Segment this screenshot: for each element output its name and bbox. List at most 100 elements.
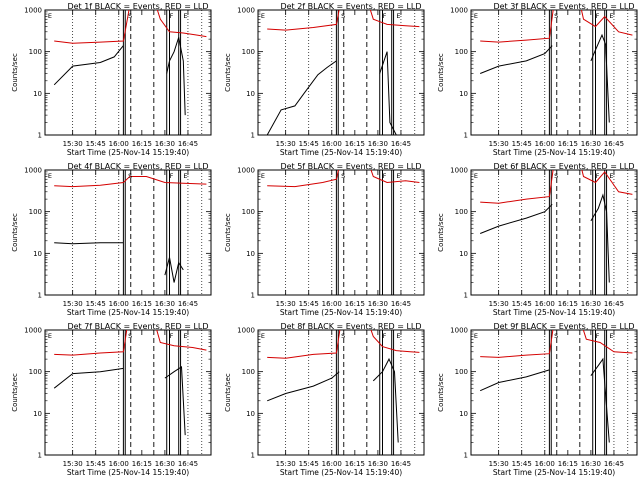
event-marker-label: S [341, 12, 345, 20]
plot-area [479, 330, 633, 455]
y-tick-label: 1000 [237, 167, 255, 175]
event-marker-label: E [183, 172, 187, 180]
event-marker-label: E [261, 172, 265, 180]
x-tick-label: 16:15 [132, 140, 152, 148]
series-line-events [266, 60, 337, 135]
x-tick-label: 16:30 [155, 300, 175, 308]
event-marker-label: E [48, 12, 52, 20]
x-tick-label: 15:45 [512, 300, 532, 308]
x-tick-label: 15:45 [86, 300, 106, 308]
series-line-events [372, 357, 399, 443]
x-tick-label: 15:30 [276, 140, 296, 148]
event-marker-label: E [261, 332, 265, 340]
y-tick-label: 1 [251, 452, 255, 460]
x-tick-label: 15:30 [489, 140, 509, 148]
y-tick-label: 1000 [450, 7, 468, 15]
x-tick-label: 15:45 [512, 460, 532, 468]
y-tick-label: 100 [242, 48, 255, 56]
chart-title: Det 9f BLACK = Events, RED = LLD [493, 322, 634, 331]
event-marker-label: F [170, 172, 174, 180]
chart-panel-4: Det 4f BLACK = Events, RED = LLD 1 10 100 10… [11, 162, 212, 317]
event-marker-label: E [183, 12, 187, 20]
plot-frame [44, 329, 212, 456]
x-axis-label: Start Time (25-Nov-14 15:19:40) [280, 468, 402, 477]
series-line-events [379, 51, 397, 135]
event-marker-label: S [128, 172, 132, 180]
chart-title: Det 3f BLACK = Events, RED = LLD [493, 2, 634, 11]
x-tick-label: 16:45 [391, 460, 411, 468]
chart-panel-6: Det 6f BLACK = Events, RED = LLD 1 10 100 10… [437, 162, 638, 317]
event-marker-label: S [554, 12, 558, 20]
x-tick-label: 16:45 [391, 140, 411, 148]
series-line-lld [54, 330, 207, 356]
event-marker-label: F [170, 332, 174, 340]
x-tick-label: 15:45 [299, 140, 319, 148]
event-marker-label: E [609, 12, 613, 20]
y-tick-label: 100 [29, 48, 42, 56]
x-tick-label: 16:15 [345, 300, 365, 308]
y-tick-label: 1000 [237, 327, 255, 335]
event-marker-label: E [609, 172, 613, 180]
event-marker-label: F [170, 12, 174, 20]
event-marker-label: E [474, 172, 478, 180]
chart-panel-3: Det 3f BLACK = Events, RED = LLD 1 10 100 10… [437, 2, 638, 157]
x-tick-label: 16:30 [155, 140, 175, 148]
event-marker-label: F [383, 332, 387, 340]
x-tick-label: 16:30 [581, 460, 601, 468]
y-axis-label: Counts/sec [224, 373, 232, 412]
y-axis-label: Counts/sec [11, 373, 19, 412]
y-tick-label: 100 [455, 368, 468, 376]
x-tick-label: 16:45 [604, 300, 624, 308]
event-marker-label: S [341, 332, 345, 340]
y-tick-label: 100 [29, 208, 42, 216]
event-marker-label: F [596, 12, 600, 20]
y-tick-label: 10 [246, 250, 255, 258]
plot-frame [44, 9, 212, 136]
y-tick-label: 100 [455, 208, 468, 216]
y-axis-label: Counts/sec [224, 213, 232, 252]
y-tick-label: 1 [464, 292, 468, 300]
event-marker-label: E [396, 172, 400, 180]
plot-area [267, 170, 420, 295]
chart-title: Det 7f BLACK = Events, RED = LLD [67, 322, 208, 331]
x-tick-label: 16:15 [132, 460, 152, 468]
series-line-events [53, 45, 124, 86]
x-tick-label: 15:45 [299, 460, 319, 468]
event-marker-label: E [48, 172, 52, 180]
series-line-events [480, 45, 553, 74]
plot-area [266, 10, 420, 135]
y-tick-label: 1000 [24, 327, 42, 335]
plot-frame [44, 169, 212, 296]
plot-frame [257, 329, 425, 456]
x-tick-label: 16:30 [368, 140, 388, 148]
series-line-lld [480, 170, 633, 204]
series-line-events [590, 193, 610, 283]
series-line-lld [480, 10, 633, 43]
x-tick-label: 16:15 [345, 460, 365, 468]
series-line-events [53, 367, 124, 389]
event-marker-label: S [128, 332, 132, 340]
y-tick-label: 10 [459, 250, 468, 258]
event-marker-label: E [609, 332, 613, 340]
x-axis-label: Start Time (25-Nov-14 15:19:40) [493, 468, 615, 477]
plot-frame [470, 9, 638, 136]
chart-title: Det 1f BLACK = Events, RED = LLD [67, 2, 208, 11]
x-tick-label: 16:30 [368, 460, 388, 468]
x-axis-label: Start Time (25-Nov-14 15:19:40) [280, 308, 402, 317]
chart-title: Det 8f BLACK = Events, RED = LLD [280, 322, 421, 331]
x-tick-label: 16:30 [581, 300, 601, 308]
plot-frame [470, 169, 638, 296]
event-marker-label: E [261, 12, 265, 20]
x-tick-label: 15:45 [299, 300, 319, 308]
event-marker-label: E [396, 332, 400, 340]
x-tick-label: 16:15 [345, 140, 365, 148]
x-tick-label: 16:45 [604, 140, 624, 148]
y-tick-label: 100 [242, 368, 255, 376]
x-tick-label: 16:45 [178, 460, 198, 468]
chart-panel-8: Det 8f BLACK = Events, RED = LLD 1 10 100 10… [224, 322, 425, 477]
event-marker-label: S [554, 172, 558, 180]
series-line-events [164, 257, 184, 283]
y-axis-label: Counts/sec [224, 53, 232, 92]
series-line-events [54, 242, 124, 245]
